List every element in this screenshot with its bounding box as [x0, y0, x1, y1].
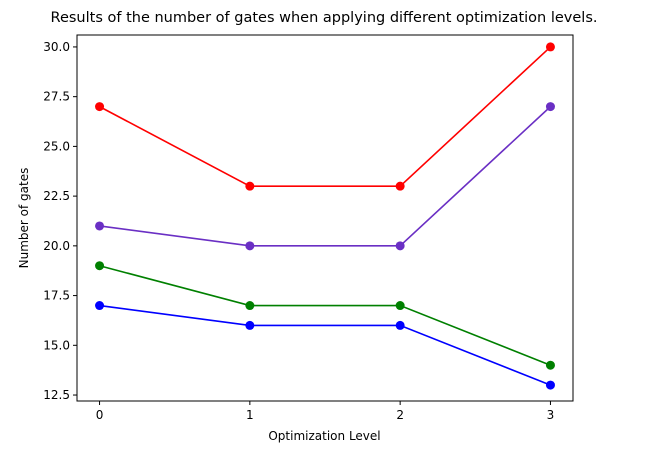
- y-tick-label: 22.5: [43, 189, 70, 203]
- data-point: [245, 241, 255, 251]
- data-point: [245, 301, 255, 311]
- data-point: [95, 102, 105, 112]
- x-axis: 0 1 2 3: [96, 401, 555, 422]
- series-line: [99, 106, 551, 247]
- y-axis: 12.5 15.0 17.5 20.0 22.5 25.0 27.5 30.0: [43, 40, 77, 402]
- series-2: [95, 102, 555, 251]
- series-line: [99, 264, 551, 366]
- series-line: [99, 46, 551, 187]
- y-axis-label: Number of gates: [17, 168, 31, 269]
- data-point: [545, 42, 555, 52]
- y-tick-label: 12.5: [43, 388, 70, 402]
- series-1: [95, 42, 555, 191]
- data-point: [545, 102, 555, 112]
- data-point: [395, 181, 405, 191]
- plot-frame: [76, 34, 574, 402]
- data-point: [395, 301, 405, 311]
- data-point: [545, 380, 555, 390]
- data-point: [395, 320, 405, 330]
- y-tick-label: 30.0: [43, 40, 70, 54]
- x-axis-label: Optimization Level: [268, 429, 380, 443]
- x-tick-label: 3: [547, 408, 555, 422]
- series-3: [95, 261, 555, 370]
- plot-area: [76, 34, 574, 402]
- series-group: [95, 42, 555, 390]
- data-point: [395, 241, 405, 251]
- data-point: [95, 301, 105, 311]
- data-point: [95, 261, 105, 271]
- data-point: [95, 221, 105, 231]
- chart-title: Results of the number of gates when appl…: [51, 10, 598, 26]
- y-tick-label: 20.0: [43, 239, 70, 253]
- data-point: [545, 360, 555, 370]
- data-point: [245, 320, 255, 330]
- series-line: [99, 304, 551, 386]
- x-tick-label: 0: [96, 408, 104, 422]
- x-tick-label: 2: [396, 408, 404, 422]
- series-4: [95, 301, 555, 390]
- y-tick-label: 25.0: [43, 139, 70, 153]
- y-tick-label: 27.5: [43, 90, 70, 104]
- y-tick-label: 15.0: [43, 338, 70, 352]
- y-tick-label: 17.5: [43, 289, 70, 303]
- data-point: [245, 181, 255, 191]
- x-tick-label: 1: [246, 408, 254, 422]
